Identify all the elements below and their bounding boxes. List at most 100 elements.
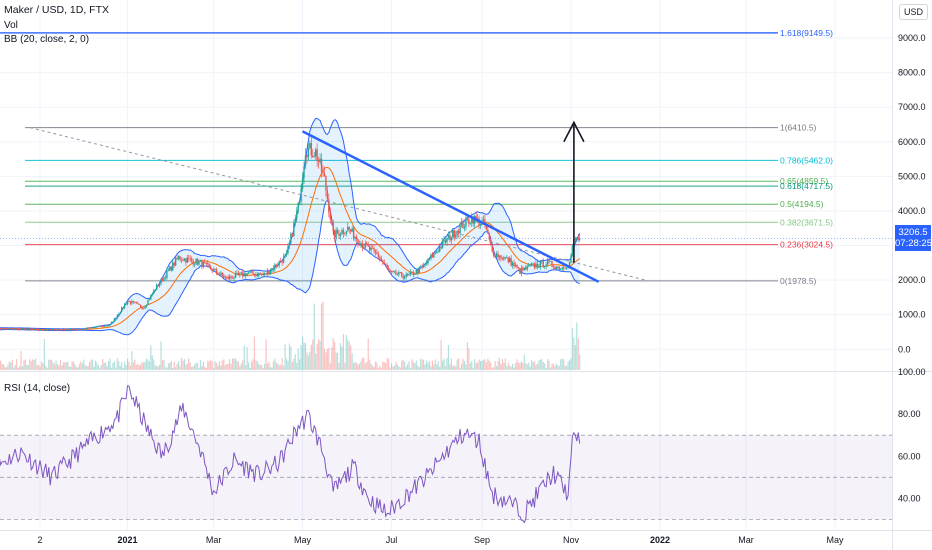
candle-body	[555, 266, 558, 270]
volume-bar	[367, 338, 369, 370]
volume-bar	[449, 363, 451, 370]
candle-body	[562, 267, 565, 269]
candle-body	[551, 261, 553, 267]
volume-bar	[380, 367, 382, 370]
volume-bar	[541, 358, 543, 370]
volume-bar	[433, 364, 435, 370]
candle-body	[157, 284, 159, 287]
candle-body	[113, 318, 116, 322]
candle-body	[199, 260, 202, 262]
candle-body	[217, 272, 219, 275]
bb-legend[interactable]: BB (20, close, 2, 0)	[4, 34, 90, 45]
volume-bar	[530, 359, 533, 370]
candle-body	[182, 260, 184, 262]
candle-body	[104, 325, 107, 327]
volume-bar	[573, 337, 575, 370]
candle-body	[500, 255, 502, 259]
vol-legend[interactable]: Vol	[4, 20, 18, 31]
volume-bar	[1, 363, 3, 370]
volume-bar	[301, 336, 304, 370]
candle-body	[282, 256, 285, 263]
candle-body	[373, 248, 375, 251]
volume-bar	[510, 366, 512, 370]
volume-bar	[177, 361, 180, 370]
candle-body	[97, 326, 100, 327]
candle-body	[548, 260, 550, 262]
volume-bar	[191, 366, 193, 370]
volume-bar	[224, 365, 226, 370]
volume-bar	[132, 362, 134, 370]
volume-bar	[208, 361, 210, 370]
candle-body	[361, 243, 364, 248]
volume-bar	[128, 361, 130, 370]
currency-button[interactable]: USD	[898, 4, 928, 20]
volume-bar	[564, 365, 566, 370]
volume-bar	[331, 347, 333, 370]
candle-body	[151, 293, 154, 295]
candle-body	[357, 239, 359, 244]
time-axis[interactable]: 2 2021 Mar May Jul Sep Nov 2022 Mar May	[37, 535, 844, 545]
volume-bar	[221, 360, 223, 370]
candle-body	[513, 262, 515, 267]
volume-bar	[303, 342, 305, 370]
candle-body	[135, 302, 137, 304]
bollinger-bands	[0, 117, 581, 336]
candle-body	[72, 329, 75, 331]
candle-body	[100, 325, 102, 327]
candle-body	[166, 270, 168, 279]
candle-body	[351, 228, 353, 232]
candle-body	[557, 266, 559, 268]
candle-body	[519, 268, 521, 274]
candle-body	[436, 251, 438, 253]
volume-bar	[444, 365, 447, 370]
volume-bar	[199, 359, 202, 370]
candle-body	[482, 219, 485, 222]
price-tick-label: 2000.0	[898, 275, 926, 285]
rsi-legend[interactable]: RSI (14, close)	[4, 383, 71, 394]
candle-body	[42, 330, 44, 331]
volume-bar	[357, 364, 359, 370]
volume-bar	[520, 361, 522, 370]
volume-bar	[406, 364, 409, 370]
volume-bar	[269, 366, 272, 370]
candle-body	[405, 274, 407, 277]
symbol-title[interactable]: Maker / USD, 1D, FTX	[4, 4, 110, 16]
volume-bar	[24, 359, 27, 370]
candle-body	[561, 267, 563, 270]
candle-body	[414, 273, 416, 275]
candle-body	[491, 244, 493, 252]
volume-bar	[427, 362, 429, 370]
candle-body	[221, 272, 224, 276]
candle-body	[230, 276, 232, 278]
candle-body	[339, 234, 342, 236]
volume-bar	[268, 361, 270, 370]
volume-bar	[488, 360, 490, 370]
volume-bar	[382, 361, 384, 370]
volume-bar	[195, 362, 197, 370]
volume-bar	[169, 362, 171, 370]
candle-body	[154, 290, 156, 291]
candle-body	[227, 277, 229, 279]
volume-bar	[58, 365, 60, 370]
volume-bar	[259, 364, 261, 370]
volume-bar	[245, 365, 247, 370]
candle-body	[520, 268, 523, 274]
candle-body	[336, 229, 339, 233]
candle-body	[23, 328, 25, 330]
volume-bar	[474, 358, 476, 370]
volume-bar	[351, 353, 353, 370]
volume-bar	[319, 340, 321, 370]
volume-bar	[256, 361, 258, 370]
candle-body	[36, 329, 38, 331]
candle-body	[48, 329, 50, 331]
candle-body	[552, 266, 555, 268]
candle-body	[125, 304, 127, 305]
price-axis[interactable]: 0.01000.02000.03000.04000.05000.06000.07…	[898, 33, 926, 354]
candle-body	[383, 262, 385, 265]
candle-body	[131, 301, 133, 304]
candle-body	[134, 301, 136, 303]
volume-bar	[443, 358, 445, 370]
rsi-tick-label: 60.00	[898, 451, 921, 461]
candle-body	[7, 328, 9, 330]
